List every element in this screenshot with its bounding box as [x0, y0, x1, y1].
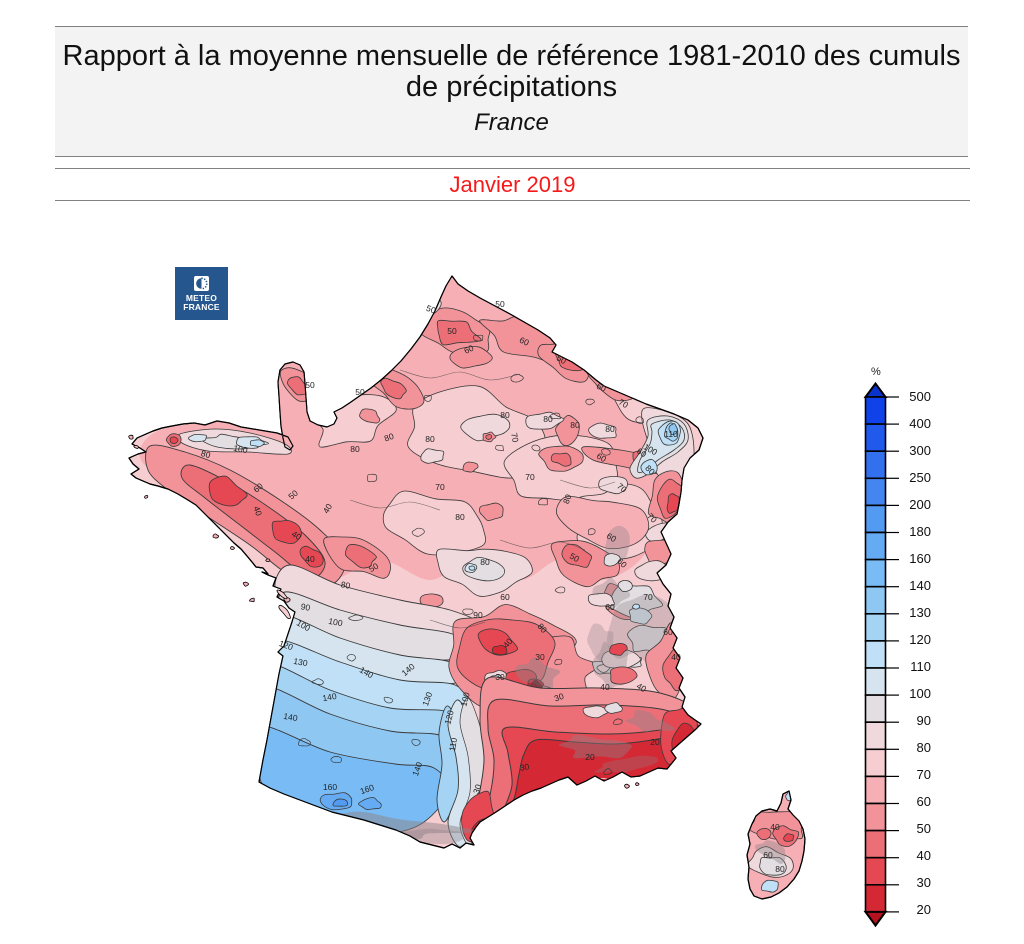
svg-text:50: 50 [917, 821, 931, 836]
svg-text:130: 130 [420, 690, 434, 707]
svg-text:60: 60 [518, 335, 531, 348]
svg-text:50: 50 [555, 353, 568, 367]
svg-text:80: 80 [340, 579, 351, 591]
svg-text:70: 70 [509, 432, 521, 443]
svg-text:70: 70 [617, 397, 630, 411]
svg-text:40: 40 [290, 529, 303, 543]
svg-text:180: 180 [909, 524, 931, 539]
svg-text:40: 40 [635, 681, 648, 695]
svg-text:80: 80 [425, 434, 435, 444]
svg-text:30: 30 [535, 652, 545, 662]
svg-text:40: 40 [321, 502, 335, 515]
svg-text:80: 80 [570, 420, 580, 430]
svg-text:60: 60 [917, 794, 931, 809]
svg-text:80: 80 [500, 410, 510, 420]
svg-text:140: 140 [322, 691, 338, 703]
svg-text:80: 80 [455, 512, 465, 522]
svg-text:80: 80 [200, 448, 212, 460]
svg-text:40: 40 [252, 505, 265, 518]
svg-text:70: 70 [917, 767, 931, 782]
svg-text:110: 110 [447, 737, 459, 752]
svg-text:80: 80 [775, 864, 785, 874]
svg-text:90: 90 [473, 610, 483, 620]
svg-text:120: 120 [278, 638, 295, 652]
svg-text:80: 80 [605, 424, 615, 434]
svg-text:100: 100 [909, 686, 931, 701]
svg-text:20: 20 [917, 902, 931, 917]
svg-text:160: 160 [323, 782, 337, 792]
svg-text:50: 50 [568, 551, 581, 565]
svg-text:20: 20 [585, 752, 595, 762]
svg-text:100: 100 [233, 443, 249, 455]
svg-text:500: 500 [909, 389, 931, 404]
svg-text:60: 60 [763, 850, 773, 860]
svg-text:400: 400 [909, 416, 931, 431]
svg-text:60: 60 [663, 627, 673, 637]
svg-text:30: 30 [519, 761, 530, 773]
svg-text:140: 140 [410, 760, 424, 777]
svg-text:60: 60 [595, 451, 608, 465]
svg-text:90: 90 [300, 601, 311, 613]
svg-text:50: 50 [495, 299, 505, 309]
svg-text:50: 50 [425, 303, 438, 316]
svg-text:160: 160 [359, 782, 376, 796]
svg-text:80: 80 [480, 557, 490, 567]
svg-text:60: 60 [462, 343, 475, 356]
svg-text:70: 70 [643, 592, 653, 602]
svg-text:70: 70 [525, 472, 535, 482]
svg-text:80: 80 [383, 431, 396, 444]
svg-text:60: 60 [605, 602, 615, 612]
svg-text:60: 60 [500, 592, 510, 602]
svg-text:300: 300 [909, 443, 931, 458]
svg-text:30: 30 [495, 672, 505, 682]
svg-text:130: 130 [293, 656, 309, 668]
svg-text:100: 100 [328, 616, 344, 628]
svg-text:130: 130 [909, 605, 931, 620]
svg-text:200: 200 [909, 497, 931, 512]
svg-text:50: 50 [367, 561, 380, 575]
svg-text:160: 160 [909, 551, 931, 566]
svg-text:40: 40 [917, 848, 931, 863]
svg-text:40: 40 [305, 554, 315, 564]
svg-text:30: 30 [917, 875, 931, 890]
svg-text:250: 250 [909, 470, 931, 485]
svg-text:40: 40 [671, 652, 681, 662]
svg-text:50: 50 [355, 387, 365, 397]
svg-text:%: % [871, 366, 881, 378]
svg-text:30: 30 [471, 783, 484, 796]
svg-text:20: 20 [650, 737, 660, 747]
svg-text:60: 60 [605, 531, 618, 545]
svg-text:100: 100 [458, 691, 471, 708]
svg-text:60: 60 [595, 381, 608, 394]
svg-text:40: 40 [600, 682, 610, 692]
svg-text:120: 120 [909, 632, 931, 647]
svg-text:120: 120 [442, 709, 455, 726]
svg-text:140: 140 [909, 578, 931, 593]
svg-text:80: 80 [561, 493, 574, 506]
svg-text:110: 110 [910, 659, 931, 674]
svg-text:50: 50 [447, 326, 457, 336]
svg-text:70: 70 [435, 482, 445, 492]
svg-text:110: 110 [664, 429, 678, 439]
svg-text:80: 80 [543, 414, 553, 424]
svg-text:80: 80 [917, 740, 931, 755]
svg-text:30: 30 [553, 691, 566, 704]
svg-text:90: 90 [917, 713, 931, 728]
svg-text:140: 140 [283, 711, 299, 723]
svg-text:50: 50 [305, 380, 315, 390]
svg-text:40: 40 [770, 822, 780, 832]
svg-text:80: 80 [350, 444, 360, 454]
